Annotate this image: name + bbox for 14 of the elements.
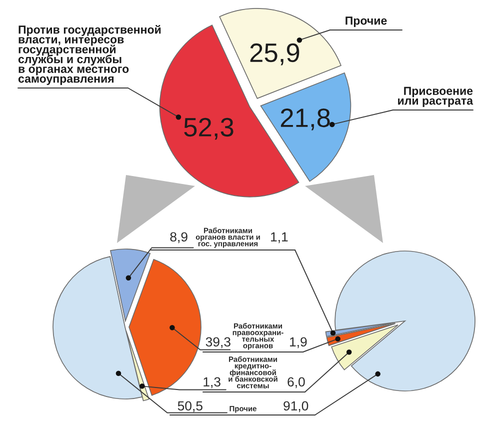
data-label: 39,3 (206, 337, 230, 348)
data-label: 52,3 (184, 118, 234, 140)
slice-label: Прочие (346, 16, 387, 27)
data-label: 1,1 (271, 232, 288, 244)
data-label: 50,5 (178, 401, 202, 412)
slice-label: Против государственной власти, интересов государственной службы и службы в органах местного самоуправления (18, 25, 161, 85)
data-label: 1,3 (204, 377, 220, 388)
data-label: 91,0 (284, 401, 308, 412)
data-label: 25,9 (250, 43, 300, 66)
slice-label: Присвоение или растрата (398, 86, 474, 107)
data-label: 1,9 (290, 337, 307, 348)
data-label: 8,9 (170, 232, 188, 244)
data-label: 6,0 (288, 377, 305, 388)
data-label: 21,8 (280, 108, 330, 130)
